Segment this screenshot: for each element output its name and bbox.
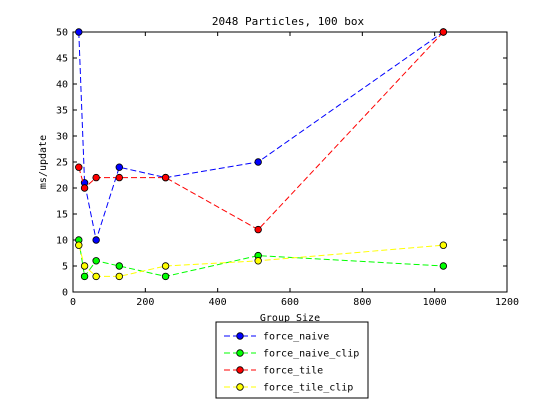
y-tick-label: 0 (62, 288, 68, 299)
y-tick-label: 25 (56, 158, 68, 169)
data-point (80, 262, 89, 270)
x-tick-label: 1000 (423, 297, 447, 308)
data-point (115, 163, 123, 171)
series-layer (75, 28, 448, 281)
legend-label: force_naive_clip (263, 349, 359, 360)
x-tick-label: 800 (353, 297, 371, 308)
data-point (161, 173, 170, 182)
data-point (92, 173, 100, 182)
legend-item-force_naive_clip: force_naive_clip (224, 349, 359, 360)
data-point (161, 272, 170, 281)
x-tick-label: 200 (136, 297, 154, 308)
data-point (75, 28, 83, 36)
y-tick-label: 45 (56, 54, 68, 65)
data-point (75, 241, 83, 249)
data-point (92, 272, 100, 281)
y-tick-label: 5 (62, 262, 68, 273)
y-tick-label: 35 (56, 106, 68, 117)
legend-marker (236, 349, 244, 357)
data-point (439, 262, 448, 270)
legend-item-force_tile_clip: force_tile_clip (224, 383, 353, 394)
data-point (92, 236, 100, 244)
series-force_tile_clip (75, 241, 448, 281)
legend-item-force_tile: force_tile (224, 366, 323, 377)
data-point (115, 272, 123, 281)
legend: force_naive force_naive_clip force_tilefor… (215, 321, 369, 399)
data-point (254, 158, 262, 166)
x-tick-label: 1200 (495, 297, 519, 308)
data-point (115, 173, 123, 182)
y-tick-label: 15 (56, 210, 68, 221)
x-axis-label: Group Size (260, 313, 320, 324)
legend-marker (236, 366, 244, 374)
legend-label: force_naive (263, 332, 329, 343)
series-force_naive_clip (75, 236, 448, 281)
legend-marker (236, 383, 244, 391)
data-point (75, 163, 83, 171)
x-tick-label: 400 (209, 297, 227, 308)
series-force_tile (75, 28, 448, 234)
y-tick-label: 40 (56, 80, 68, 91)
data-point (92, 257, 100, 265)
y-tick-label: 20 (56, 184, 68, 195)
data-point (161, 262, 170, 270)
y-tick-label: 50 (56, 28, 68, 39)
data-point (439, 28, 448, 36)
chart-title: 2048 Particles, 100 box (212, 15, 365, 28)
x-axis: 0 200 400 600 800 1000 1200 (70, 32, 519, 308)
y-axis: 0 5 10 15 20 25 30 35 40 45 50 (56, 28, 507, 299)
y-axis-label: ms/update (38, 135, 49, 189)
data-point (80, 184, 89, 192)
legend-marker (236, 332, 244, 340)
data-point (80, 272, 89, 281)
data-point (254, 257, 262, 265)
y-tick-label: 10 (56, 236, 68, 247)
x-tick-label: 0 (70, 297, 76, 308)
data-point (115, 262, 123, 270)
legend-item-force_naive: force_naive (224, 332, 329, 343)
y-tick-label: 30 (56, 132, 68, 143)
data-point (254, 225, 262, 234)
legend-label: force_tile (263, 366, 323, 377)
data-point (439, 241, 448, 249)
legend-label: force_tile_clip (263, 383, 353, 394)
x-tick-label: 600 (281, 297, 299, 308)
